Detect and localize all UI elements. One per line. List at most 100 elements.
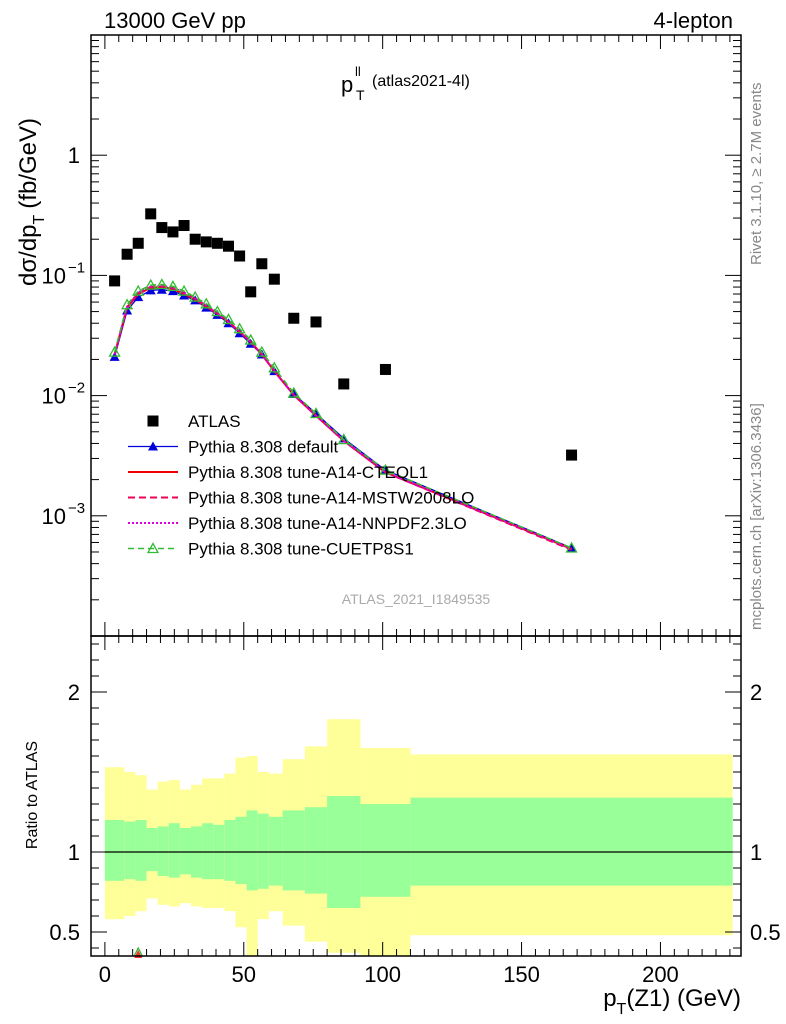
atlas-point-4 (156, 222, 168, 234)
ratio-inner-band-19 (410, 797, 733, 886)
atlas-point-2 (132, 237, 144, 249)
point-cuetp8s1-0 (108, 345, 121, 357)
top-y-tick-label-3: 1 (68, 143, 80, 168)
point-cuetp8s1-13 (255, 345, 268, 357)
ratio-inner-band-8 (202, 823, 214, 880)
ratio-inner-band-10 (224, 820, 236, 881)
plot-title-tag: (atlas2021-4l) (372, 73, 470, 90)
svg-text:dσ/dpT(fb/GeV): dσ/dpT (fb/GeV) (15, 118, 48, 286)
series-line-cteql1 (113, 285, 572, 550)
legend-label-default: Pythia 8.308 default (188, 438, 339, 457)
point-cuetp8s1-17 (337, 433, 350, 445)
ratio-inner-band-12 (246, 810, 258, 891)
point-cuetp8s1-8 (200, 297, 213, 309)
legend-label-nnpdf: Pythia 8.308 tune-A14-NNPDF2.3LO (188, 514, 467, 533)
top-y-tick-label-0: 10 (42, 504, 66, 529)
atlas-point-13 (256, 258, 268, 270)
atlas-point-6 (178, 220, 190, 232)
ratio-y-tick-label-right-0: 0.5 (750, 920, 781, 945)
point-cuetp8s1-7 (189, 290, 202, 302)
atlas-point-11 (234, 250, 246, 262)
point-default-2 (133, 292, 144, 302)
legend-marker-default (148, 441, 158, 451)
x-axis-label-main: p (603, 985, 616, 1012)
point-cuetp8s1-1 (121, 298, 134, 310)
x-tick-label-0: 0 (99, 962, 111, 987)
atlas-point-7 (189, 233, 201, 245)
legend-marker-cuetp8s1 (146, 542, 160, 554)
x-tick-label-150: 150 (503, 962, 540, 987)
top-y-tick-exp-1: −2 (68, 380, 85, 397)
legend: ATLAS Pythia 8.308 default Pythia 8.308 tu… (128, 412, 474, 559)
point-cuetp8s1-19 (565, 541, 578, 553)
x-tick-label-50: 50 (232, 962, 256, 987)
ratio-y-tick-label-left-2: 2 (68, 680, 80, 705)
atlas-point-18 (379, 363, 391, 375)
ratio-ylabel: Ratio to ATLAS (24, 741, 41, 849)
top-ylabel-sub: T (31, 214, 48, 224)
ratio-inner-band-14 (268, 816, 283, 886)
point-default-18 (380, 465, 391, 475)
ratio-inner-band-16 (304, 807, 328, 894)
top-y-tick-exp-2: −1 (68, 259, 85, 276)
x-tick-label-100: 100 (364, 962, 401, 987)
point-cuetp8s1-10 (222, 313, 235, 325)
legend-marker-atlas (147, 415, 159, 427)
point-cuetp8s1-9 (211, 305, 224, 317)
ratio-inner-band-15 (282, 810, 305, 891)
ratio-inner-band-1 (124, 821, 136, 880)
atlas-point-8 (200, 236, 212, 248)
point-default-16 (311, 408, 321, 418)
atlas-point-12 (245, 286, 257, 298)
ratio-inner-band-3 (146, 828, 158, 872)
legend-label-cteql1: Pythia 8.308 tune-A14-CTEQL1 (188, 463, 428, 482)
top-y-tick-label-2: 10 (42, 263, 66, 288)
series-line-cuetp8s1 (113, 283, 572, 549)
plot-title-sup: ll (355, 64, 361, 79)
top-y-tick-label-1: 10 (42, 384, 66, 409)
plot-title-sub: T (356, 87, 365, 103)
series-line-default (113, 289, 572, 549)
x-axis-label: pT(Z1) (GeV) (603, 985, 741, 1018)
x-tick-label-200: 200 (642, 962, 679, 987)
atlas-point-0 (109, 275, 121, 287)
ratio-inner-band-18 (360, 804, 411, 897)
header-right: 4-lepton (653, 8, 733, 33)
x-axis-label-sub: T (617, 1001, 627, 1018)
ratio-inner-band-5 (168, 823, 180, 878)
atlas-point-3 (145, 208, 157, 220)
ratio-panel-frame (90, 635, 742, 957)
analysis-watermark: ATLAS_2021_I1849535 (342, 591, 491, 607)
point-cuetp8s1-4 (155, 278, 168, 290)
ratio-inner-band-13 (257, 813, 269, 889)
atlas-point-1 (121, 248, 133, 260)
point-cuetp8s1-18 (379, 463, 392, 475)
rivet-note: Rivet 3.1.10, ≥ 2.7M events (748, 83, 765, 266)
atlas-point-17 (338, 378, 350, 390)
atlas-point-14 (268, 273, 280, 285)
ratio-bands (104, 719, 733, 956)
ratio-y-tick-label-right-2: 2 (750, 680, 762, 705)
point-cuetp8s1-16 (309, 407, 323, 419)
atlas-point-19 (566, 449, 578, 461)
plot-title: p ll T (atlas2021-4l) (341, 64, 470, 103)
legend-label-atlas: ATLAS (188, 412, 241, 431)
top-ylabel-main: dσ/dp (15, 224, 42, 286)
top-y-tick-exp-0: −3 (68, 500, 85, 517)
header-left: 13000 GeV pp (104, 8, 246, 33)
x-axis-label-rest: (Z1) (GeV) (626, 985, 741, 1012)
ratio-y-tick-label-left-1: 1 (68, 840, 80, 865)
ratio-y-tick-label-right-1: 1 (750, 840, 762, 865)
mcplots-note: mcplots.cern.ch [arXiv:1306.3436] (748, 403, 765, 630)
legend-label-mstw: Pythia 8.308 tune-A14-MSTW2008LO (188, 489, 474, 508)
point-cuetp8s1-5 (166, 280, 180, 292)
ratio-inner-band-4 (157, 826, 169, 876)
atlas-point-10 (223, 240, 234, 252)
ratio-inner-band-2 (135, 820, 147, 881)
atlas-point-9 (211, 237, 223, 249)
point-cuetp8s1-3 (144, 278, 157, 290)
point-cuetp8s1-2 (132, 284, 145, 296)
ratio-inner-band-6 (179, 828, 191, 875)
axes (90, 34, 742, 957)
plot-title-main: p (341, 72, 353, 97)
